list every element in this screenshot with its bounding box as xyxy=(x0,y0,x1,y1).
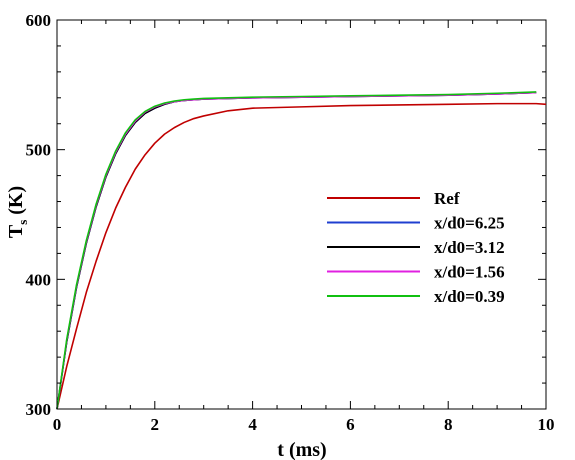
x-tick-label: 8 xyxy=(444,415,453,434)
x-tick-label: 10 xyxy=(538,415,555,434)
y-tick-label: 500 xyxy=(26,141,52,160)
y-axis-label: Ts (K) xyxy=(5,186,30,238)
series-line-4 xyxy=(56,91,537,410)
y-axis-label-main: T xyxy=(5,224,27,238)
legend-label-0: Ref xyxy=(434,189,460,208)
legend-label-4: x/d0=0.39 xyxy=(434,287,505,306)
y-tick-label: 600 xyxy=(26,11,52,30)
legend-label-3: x/d0=1.56 xyxy=(434,263,505,282)
legend-label-2: x/d0=3.12 xyxy=(434,238,505,257)
y-axis-label-subscript: s xyxy=(15,220,30,225)
y-tick-label: 400 xyxy=(26,270,52,289)
axis-ticks: 0 2 4 6 8 10 300 400 500 600 xyxy=(26,11,555,434)
series-line-0 xyxy=(56,102,547,410)
x-tick-label: 4 xyxy=(248,415,257,434)
legend: Ref x/d0=6.25 x/d0=3.12 x/d0=1.56 x/d0=0.39 xyxy=(327,189,505,306)
x-tick-label: 2 xyxy=(151,415,160,434)
series-lines xyxy=(56,91,547,410)
y-tick-label: 300 xyxy=(26,400,52,419)
x-axis-label: t (ms) xyxy=(277,439,326,460)
y-axis-label-unit: (K) xyxy=(5,186,27,220)
x-tick-label: 0 xyxy=(53,415,62,434)
x-tick-label: 6 xyxy=(346,415,355,434)
legend-label-1: x/d0=6.25 xyxy=(434,214,505,233)
